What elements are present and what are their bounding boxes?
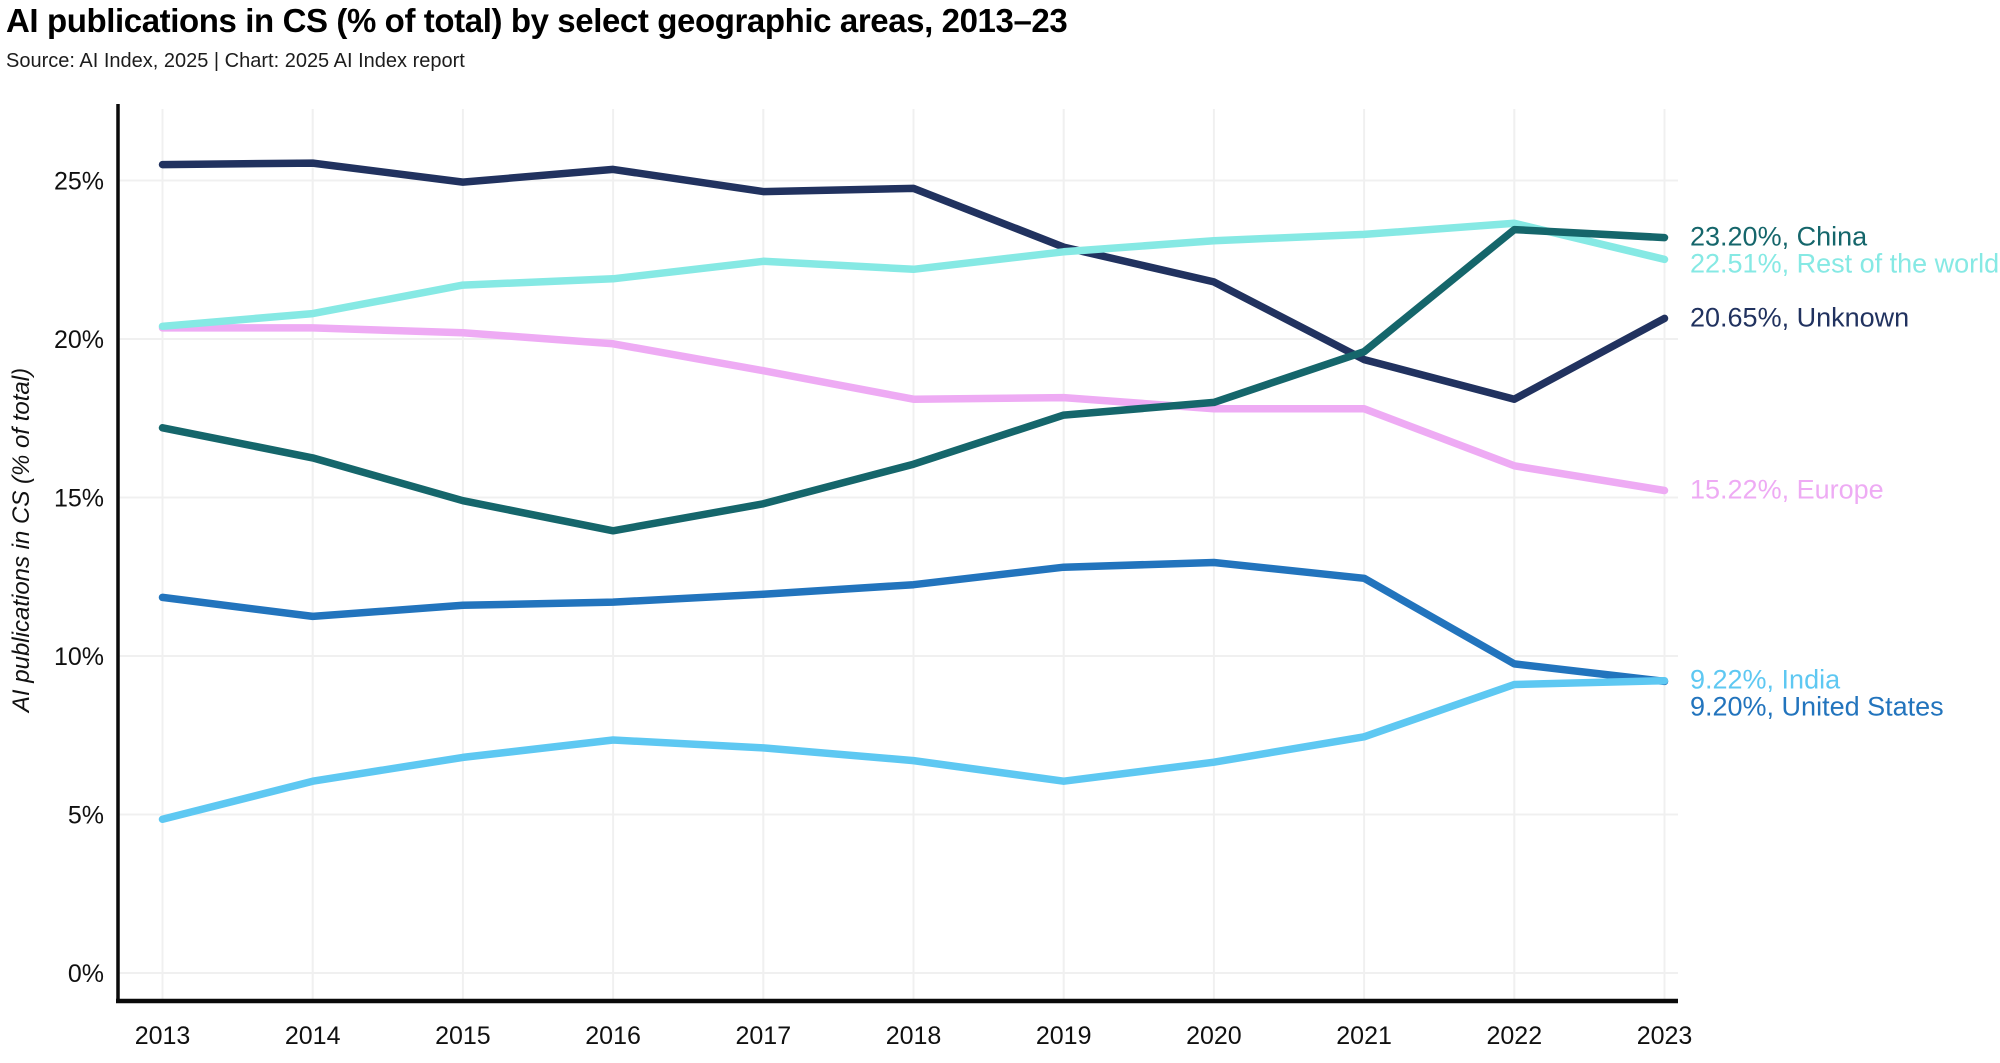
series-end-label: 9.20%, United States <box>1690 692 1944 722</box>
series-line-china <box>158 225 1669 535</box>
y-tick-label: 15% <box>54 485 104 513</box>
x-tick-label: 2023 <box>1637 1022 1693 1050</box>
series-end-label: 20.65%, Unknown <box>1690 302 1909 332</box>
y-tick-label: 10% <box>54 643 104 671</box>
series-end-label: 15.22%, Europe <box>1690 475 1884 505</box>
series-end-label: 9.22%, India <box>1690 665 1841 695</box>
y-tick-label: 0% <box>68 960 104 988</box>
x-tick-label: 2013 <box>135 1022 191 1050</box>
series-line-europe <box>158 324 1669 495</box>
series-end-label: 23.20%, China <box>1690 222 1868 252</box>
y-tick-label: 25% <box>54 168 104 196</box>
series-line-unknown <box>158 159 1669 403</box>
chart-title: AI publications in CS (% of total) by se… <box>6 2 1068 39</box>
chart-source: Source: AI Index, 2025 | Chart: 2025 AI … <box>6 50 465 72</box>
series-line-united-states <box>158 558 1669 686</box>
x-tick-label: 2022 <box>1486 1022 1542 1050</box>
x-tick-label: 2014 <box>285 1022 341 1050</box>
x-tick-label: 2018 <box>886 1022 942 1050</box>
series-line-india <box>158 676 1669 824</box>
x-tick-label: 2017 <box>735 1022 791 1050</box>
x-tick-label: 2019 <box>1036 1022 1092 1050</box>
series-line-rest-of-the-world <box>158 219 1669 331</box>
y-tick-label: 5% <box>68 802 104 830</box>
y-tick-label: 20% <box>54 326 104 354</box>
x-tick-label: 2021 <box>1336 1022 1392 1050</box>
x-tick-label: 2015 <box>435 1022 491 1050</box>
x-tick-label: 2020 <box>1186 1022 1242 1050</box>
series-end-label: 22.51%, Rest of the world <box>1690 249 1999 279</box>
x-tick-label: 2016 <box>585 1022 641 1050</box>
